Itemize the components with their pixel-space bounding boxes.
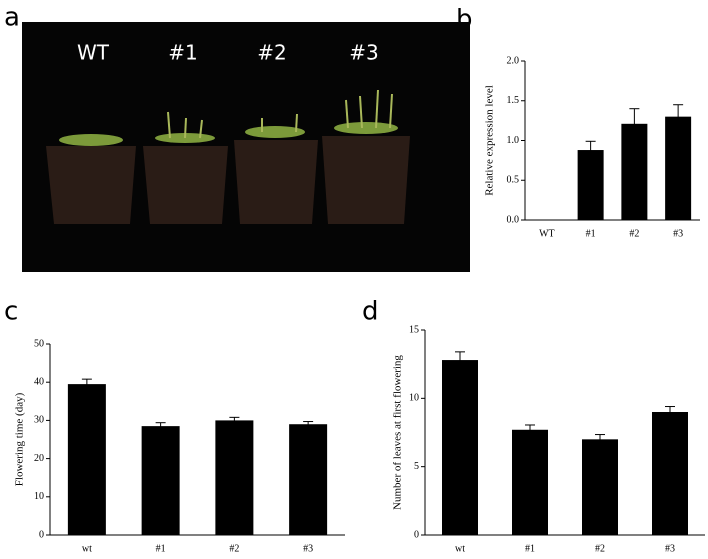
- y-axis-label: Relative expression level: [484, 85, 496, 196]
- x-tick-label: wt: [82, 543, 92, 554]
- stems: [167, 89, 393, 139]
- x-tick-label: wt: [455, 543, 465, 554]
- photo-label: #3: [349, 41, 378, 65]
- pot: [143, 146, 228, 224]
- x-tick-label: #2: [229, 543, 239, 554]
- bar: [512, 429, 548, 535]
- bar: [582, 439, 618, 535]
- x-tick-label: #2: [629, 228, 639, 239]
- panel-label: d: [362, 297, 379, 327]
- x-tick-label: #3: [673, 228, 683, 239]
- photo-label: WT: [77, 41, 110, 65]
- x-tick-label: #1: [525, 543, 535, 554]
- y-tick-label: 0: [414, 529, 419, 540]
- y-tick-label: 0.0: [507, 214, 520, 225]
- y-tick-label: 50: [34, 338, 44, 349]
- y-axis-label: Number of leaves at first flowering: [392, 355, 404, 510]
- photo-label: #1: [168, 41, 197, 65]
- y-tick-label: 10: [409, 393, 419, 404]
- photo-label: #2: [257, 41, 286, 65]
- x-tick-label: #1: [586, 228, 596, 239]
- bar: [621, 123, 648, 220]
- y-tick-label: 0.5: [507, 175, 520, 186]
- y-tick-label: 1.5: [507, 95, 520, 106]
- y-tick-label: 2.0: [507, 55, 520, 66]
- pot: [46, 146, 136, 224]
- y-tick-label: 5: [414, 461, 419, 472]
- pot: [234, 140, 318, 224]
- bar: [215, 420, 254, 535]
- pots: [46, 136, 410, 224]
- panel-label: a: [4, 3, 20, 33]
- panel-label: c: [4, 297, 18, 327]
- x-tick-label: WT: [539, 228, 555, 239]
- x-tick-label: #3: [665, 543, 675, 554]
- y-tick-label: 10: [34, 491, 44, 502]
- y-tick-label: 20: [34, 453, 44, 464]
- bar: [665, 116, 692, 220]
- y-tick-label: 15: [409, 324, 419, 335]
- bar: [289, 424, 328, 535]
- bar: [652, 412, 688, 535]
- x-tick-label: #1: [156, 543, 166, 554]
- y-tick-label: 40: [34, 376, 44, 387]
- y-axis-label: Flowering time (day): [14, 392, 26, 486]
- x-tick-label: #3: [303, 543, 313, 554]
- y-tick-label: 1.0: [507, 135, 520, 146]
- y-tick-label: 0: [39, 529, 44, 540]
- bar: [67, 384, 106, 535]
- x-tick-label: #2: [595, 543, 605, 554]
- y-tick-label: 30: [34, 415, 44, 426]
- pot: [322, 136, 410, 224]
- bar: [141, 426, 180, 535]
- bar: [577, 150, 604, 220]
- photo: WT #1 #2 #3: [22, 22, 470, 272]
- bar: [442, 360, 478, 535]
